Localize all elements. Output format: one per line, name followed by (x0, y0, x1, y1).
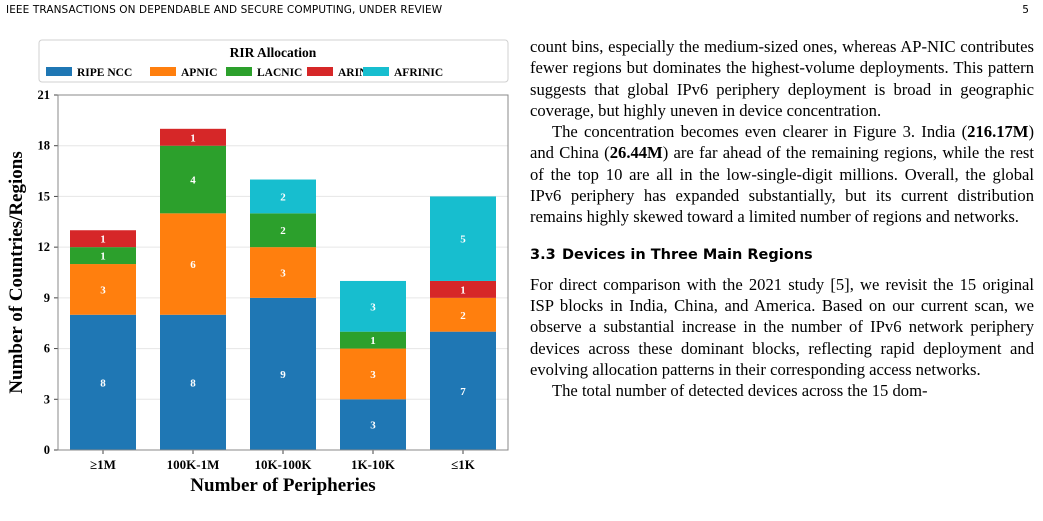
bar-data-label: 1 (370, 335, 376, 347)
bar-segment (250, 247, 316, 298)
legend-label-ripe-ncc: RIPE NCC (77, 67, 132, 79)
bar-data-label: 1 (460, 284, 466, 296)
rir-allocation-chart: RIR Allocation RIPE NCC APNIC LACNIC ARIN AFR… (0, 30, 520, 521)
legend-swatch-afrinic (363, 67, 389, 76)
bar-data-label: 2 (280, 191, 286, 203)
bar-data-label: 1 (100, 234, 106, 246)
bar-segment (160, 213, 226, 315)
running-header: IEEE TRANSACTIONS ON DEPENDABLE AND SECU… (0, 4, 1043, 20)
bar-segment (250, 213, 316, 248)
bar-data-label: 4 (190, 175, 196, 187)
legend-label-lacnic: LACNIC (257, 67, 302, 79)
y-tick-label: 6 (44, 342, 50, 356)
paragraph-figure3: The concentration becomes even clearer i… (530, 122, 1035, 227)
bar-segment (250, 297, 316, 450)
bar-data-label: 3 (280, 268, 286, 280)
bar-segment (160, 128, 226, 146)
legend-swatch-ripe-ncc (46, 67, 72, 76)
bar-segment (250, 179, 316, 214)
x-tick-label: ≥1M (90, 457, 116, 472)
bar-segment (160, 145, 226, 214)
bar-segment (340, 399, 406, 450)
legend-swatch-arin (307, 67, 333, 76)
section-number: 3.3 (530, 246, 556, 263)
section-title: Devices in Three Main Regions (562, 246, 813, 263)
bar-data-label: 9 (280, 369, 286, 381)
bar-segment (430, 280, 496, 298)
section-heading: 3.3 Devices in Three Main Regions (530, 246, 1034, 264)
journal-title: IEEE TRANSACTIONS ON DEPENDABLE AND SECU… (6, 4, 443, 16)
y-tick-label: 3 (44, 392, 50, 406)
paragraph-total-devices: The total number of detected devices acr… (552, 381, 928, 401)
bar-segment (430, 331, 496, 450)
bar-data-label: 5 (460, 234, 466, 246)
body-text-column: count bins, especially the medium-sized … (530, 36, 1034, 401)
legend-label-afrinic: AFRINIC (394, 67, 443, 79)
bar-segment (70, 314, 136, 450)
bar-segment (430, 196, 496, 281)
bar-segment (340, 348, 406, 400)
paragraph-comparison: For direct comparison with the 2021 stud… (530, 274, 1034, 379)
bar-data-label: 1 (190, 132, 196, 144)
x-axis-label: Number of Peripheries (190, 475, 375, 496)
paragraph-continuation: count bins, especially the medium-sized … (530, 37, 1034, 120)
x-tick-label: 10K-100K (254, 457, 312, 472)
india-value: 216.17M (967, 122, 1029, 142)
legend-title: RIR Allocation (230, 45, 317, 60)
legend-swatch-lacnic (226, 67, 252, 76)
bar-data-label: 2 (460, 310, 466, 322)
legend-label-apnic: APNIC (181, 67, 217, 79)
plot-frame (57, 94, 509, 451)
y-tick-label: 18 (38, 139, 51, 153)
legend-label-arin: ARIN (338, 67, 368, 79)
x-tick-label: ≤1K (451, 457, 476, 472)
bar-segment (160, 314, 226, 450)
bar-data-label: 2 (280, 225, 286, 237)
x-tick-label: 100K-1M (167, 457, 220, 472)
bar-data-label: 3 (370, 369, 376, 381)
bar-segment (340, 280, 406, 332)
y-tick-label: 21 (38, 88, 51, 102)
bar-data-label: 7 (460, 386, 466, 398)
page-number: 5 (1022, 4, 1029, 16)
bar-data-label: 3 (100, 284, 106, 296)
bar-segment (70, 264, 136, 315)
bar-segment (70, 230, 136, 248)
bar-segment (70, 247, 136, 265)
bar-data-label: 1 (100, 251, 106, 263)
bar-segment (340, 331, 406, 349)
bar-data-label: 3 (370, 420, 376, 432)
y-tick-label: 0 (44, 443, 50, 457)
chart-svg: RIR Allocation RIPE NCC APNIC LACNIC ARIN AFR… (6, 39, 509, 496)
bar-data-label: 8 (190, 377, 196, 389)
x-tick-label: 1K-10K (351, 457, 396, 472)
y-axis-label: Number of Countries/Regions (6, 151, 27, 393)
bar-data-label: 8 (100, 377, 106, 389)
bar-data-label: 3 (370, 301, 376, 313)
y-tick-label: 12 (38, 240, 51, 254)
china-value: 26.44M (609, 143, 663, 163)
bar-segment (430, 297, 496, 332)
bar-data-label: 6 (190, 259, 196, 271)
legend-swatch-apnic (150, 67, 176, 76)
y-tick-label: 15 (38, 189, 51, 203)
y-tick-label: 9 (44, 291, 50, 305)
